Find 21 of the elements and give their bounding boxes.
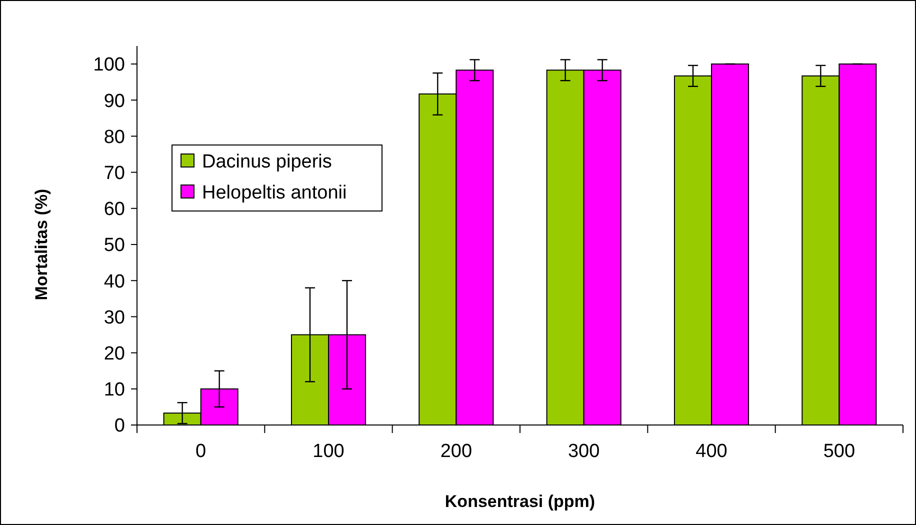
y-tick-label: 90 [104,90,125,112]
y-tick-label: 0 [114,416,125,437]
x-axis-title: Konsentrasi (ppm) [444,492,596,511]
legend-label: Dacinus piperis [202,152,332,173]
y-tick-label: 50 [104,235,125,256]
y-tick-label: 70 [104,162,125,184]
x-tick-label: 0 [196,441,206,462]
legend-label: Helopeltis antonii [202,182,347,204]
x-tick-label: 500 [823,441,856,462]
x-tick-label: 400 [696,441,728,462]
y-tick-label: 30 [104,307,125,328]
x-tick-label: 200 [440,441,472,462]
y-tick-label: 60 [104,199,125,220]
y-tick-label: 80 [104,126,125,148]
y-tick-label: 40 [104,271,125,292]
x-tick-label: 100 [312,441,344,462]
x-tick-label: 300 [568,441,600,462]
y-tick-label: 100 [93,54,125,76]
y-tick-label: 20 [104,343,125,364]
y-tick-label: 10 [104,380,125,401]
y-axis-title: Mortalitas (%) [32,188,51,300]
